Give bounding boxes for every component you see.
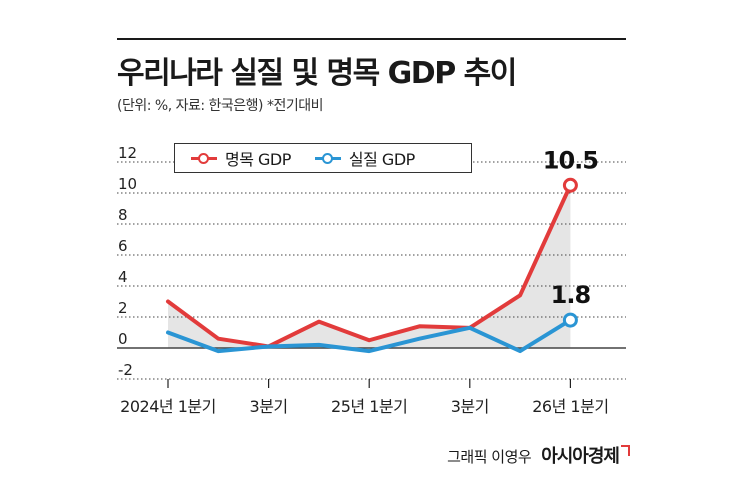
- chart-legend: 명목 GDP 실질 GDP: [174, 143, 472, 173]
- legend-item-real: 실질 GDP: [314, 146, 415, 170]
- credit-text: 그래픽 이영우: [447, 448, 532, 466]
- chart-subtitle: (단위: %, 자료: 한국은행) *전기대비: [117, 98, 323, 114]
- y-tick-label: 6: [118, 237, 128, 255]
- page-title: 우리나라 실질 및 명목 GDP 추이: [117, 56, 517, 91]
- nominal-gdp-line: [166, 183, 573, 349]
- legend-label-nominal: 명목 GDP: [225, 150, 291, 169]
- title-rule: [117, 38, 626, 40]
- y-tick-label: 2: [118, 299, 128, 317]
- y-tick-label: 8: [118, 206, 128, 224]
- nominal-end-label: 10.5: [543, 146, 599, 174]
- x-tick-label: 25년 1분기: [331, 397, 407, 416]
- legend-swatch-nominal: [191, 153, 217, 164]
- legend-swatch-real: [314, 153, 341, 164]
- y-tick-label: 12: [118, 144, 137, 162]
- x-tick-label: 3분기: [250, 397, 288, 416]
- y-tick-label: 0: [118, 330, 128, 348]
- real-end-marker: [562, 312, 578, 328]
- legend-item-nominal: 명목 GDP: [191, 146, 291, 170]
- x-tick-label: 3분기: [451, 397, 489, 416]
- y-tick-label: 10: [118, 175, 137, 193]
- publisher-logo: 아시아경제: [541, 446, 620, 467]
- y-tick-label: 4: [118, 268, 128, 286]
- x-tick-label: 26년 1분기: [532, 397, 608, 416]
- credit-line: 그래픽 이영우 아시아경제: [447, 442, 630, 468]
- legend-label-real: 실질 GDP: [348, 150, 415, 169]
- x-tick-label: 2024년 1분기: [120, 397, 216, 416]
- y-tick-label: -2: [118, 361, 133, 379]
- logo-mark-icon: [621, 445, 630, 456]
- nominal-end-marker: [562, 177, 578, 193]
- real-gdp-line: [166, 318, 573, 354]
- nominal-area-fill: [168, 185, 571, 348]
- real-end-label: 1.8: [551, 281, 591, 309]
